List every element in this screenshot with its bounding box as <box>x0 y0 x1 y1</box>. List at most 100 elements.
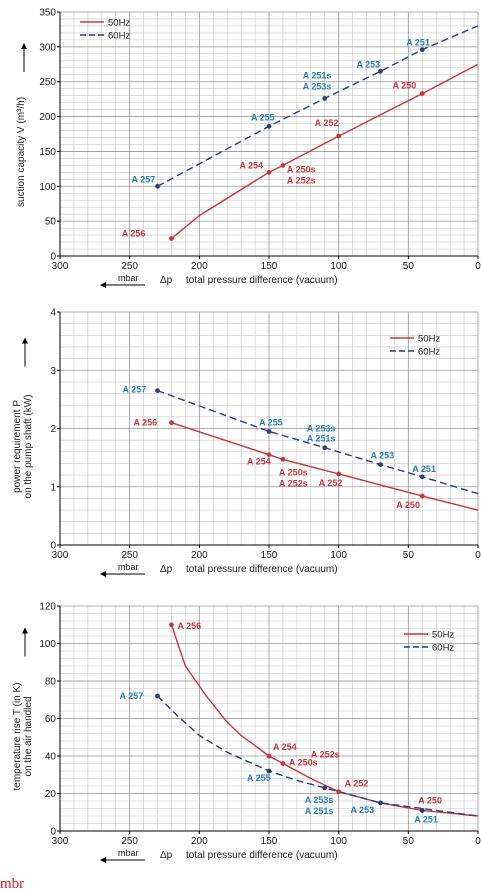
point-label: A 251s <box>305 806 334 816</box>
x-tick-label: 150 <box>261 836 278 847</box>
point-label: A 251s <box>307 434 336 444</box>
point-label: A 254 <box>239 160 263 170</box>
point-label: A 250s <box>289 758 318 768</box>
x-tick-label: 100 <box>330 261 347 272</box>
point-label: A 253 <box>350 805 374 815</box>
x-axis-label: total pressure difference (vacuum) <box>186 275 338 286</box>
y-tick-label: 1 <box>50 482 56 493</box>
data-point <box>336 133 342 139</box>
x-tick-label: 200 <box>191 836 208 847</box>
point-label: A 252 <box>319 478 343 488</box>
data-point <box>419 474 425 480</box>
data-point <box>280 456 286 462</box>
y-tick-label: 120 <box>39 602 56 613</box>
point-label: A 256 <box>122 229 146 239</box>
x-axis-label: total pressure difference (vacuum) <box>186 564 338 575</box>
point-label: A 250s <box>279 467 308 477</box>
y-tick-label: 4 <box>50 308 56 319</box>
x-tick-label: 100 <box>330 836 347 847</box>
data-point <box>322 96 328 101</box>
data-point <box>378 800 383 806</box>
point-label: A 255 <box>251 112 275 122</box>
x-axis-symbol: Δp <box>160 850 173 861</box>
point-label: A 252 <box>345 779 369 789</box>
point-label: A 257 <box>123 385 147 395</box>
point-label: A 255 <box>259 417 283 427</box>
x-tick-label: 0 <box>475 550 481 561</box>
x-tick-label: 250 <box>121 550 138 561</box>
x-tick-label: 0 <box>475 836 481 847</box>
x-axis-unit: mbar <box>118 848 139 858</box>
data-point <box>169 236 174 241</box>
chart-3: 300 250 200 150 100 50 0 0 20 40 60 80 100 120 mbar Δp t… <box>12 602 481 863</box>
x-axis-unit: mbar <box>118 562 139 572</box>
x-axis-label: total pressure difference (vacuum) <box>186 850 338 861</box>
data-point <box>322 785 328 791</box>
y-axis-label: power requirement P <box>12 400 23 493</box>
point-label: A 252s <box>287 175 316 185</box>
series-line-60hz <box>157 25 479 187</box>
point-label: A 257 <box>132 174 156 184</box>
point-label: A 251 <box>406 38 430 48</box>
y-tick-label: 350 <box>39 8 56 19</box>
y-tick-label: 0 <box>50 827 56 838</box>
legend-entry: 50Hz <box>108 18 130 29</box>
point-label: A 253s <box>303 81 332 91</box>
y-tick-label: 40 <box>45 752 57 763</box>
x-tick-label: 150 <box>261 550 278 561</box>
data-point <box>155 693 160 699</box>
series-line-60hz <box>157 389 479 495</box>
data-point <box>419 47 425 53</box>
y-axis-label: on the air handled <box>23 696 34 776</box>
y-tick-label: 20 <box>45 789 57 800</box>
data-point <box>280 162 286 168</box>
data-point <box>266 768 272 774</box>
x-tick-label: 50 <box>403 261 415 272</box>
data-point <box>266 123 272 129</box>
y-tick-label: 0 <box>50 541 56 552</box>
x-tick-label: 0 <box>475 261 481 272</box>
x-tick-label: 50 <box>403 550 415 561</box>
data-point <box>169 420 174 426</box>
chart-2: 300 250 200 150 100 50 0 0 1 2 3 4 mbar Δp total press… <box>12 308 481 577</box>
point-label: A 250 <box>418 795 442 805</box>
x-tick-label: 300 <box>52 550 69 561</box>
x-tick-label: 100 <box>330 550 347 561</box>
legend-entry: 60Hz <box>108 31 130 42</box>
x-tick-label: 50 <box>403 836 415 847</box>
data-point <box>266 429 272 434</box>
legend-entry: 60Hz <box>432 643 454 654</box>
chart-1: 300 250 200 150 100 50 0 0 50 100 150 200 250 300 350 m… <box>16 8 481 288</box>
point-label: A 251 <box>412 464 436 474</box>
x-axis-symbol: Δp <box>160 564 173 575</box>
legend-entry: 50Hz <box>418 334 440 345</box>
point-label: A 257 <box>120 691 144 701</box>
point-label: A 253s <box>307 424 336 434</box>
y-axis-label: on the pump shaft (kW) <box>23 395 34 499</box>
point-label: A 253s <box>305 795 334 805</box>
data-point <box>280 761 286 766</box>
point-label: A 253 <box>370 451 394 461</box>
y-axis-label: suction capacity V (m³/h) <box>16 97 27 207</box>
y-tick-label: 250 <box>39 77 56 88</box>
data-point <box>266 169 272 175</box>
y-tick-label: 80 <box>45 677 57 688</box>
y-tick-label: 150 <box>39 147 56 158</box>
x-tick-label: 250 <box>121 836 138 847</box>
point-label: A 253 <box>356 59 380 69</box>
legend-entry: 50Hz <box>432 630 454 641</box>
y-tick-label: 3 <box>50 366 56 377</box>
data-point <box>169 622 174 628</box>
data-point <box>419 493 425 499</box>
point-label: A 254 <box>247 457 271 467</box>
point-label: A 255 <box>247 773 271 783</box>
data-point <box>155 388 160 394</box>
data-point <box>336 789 342 795</box>
y-tick-label: 300 <box>39 42 56 53</box>
y-tick-label: 2 <box>50 424 56 435</box>
legend-entry: 60Hz <box>418 347 440 358</box>
y-tick-label: 60 <box>45 714 57 725</box>
x-tick-label: 200 <box>191 550 208 561</box>
point-label: A 250 <box>393 81 417 91</box>
x-tick-label: 150 <box>261 261 278 272</box>
